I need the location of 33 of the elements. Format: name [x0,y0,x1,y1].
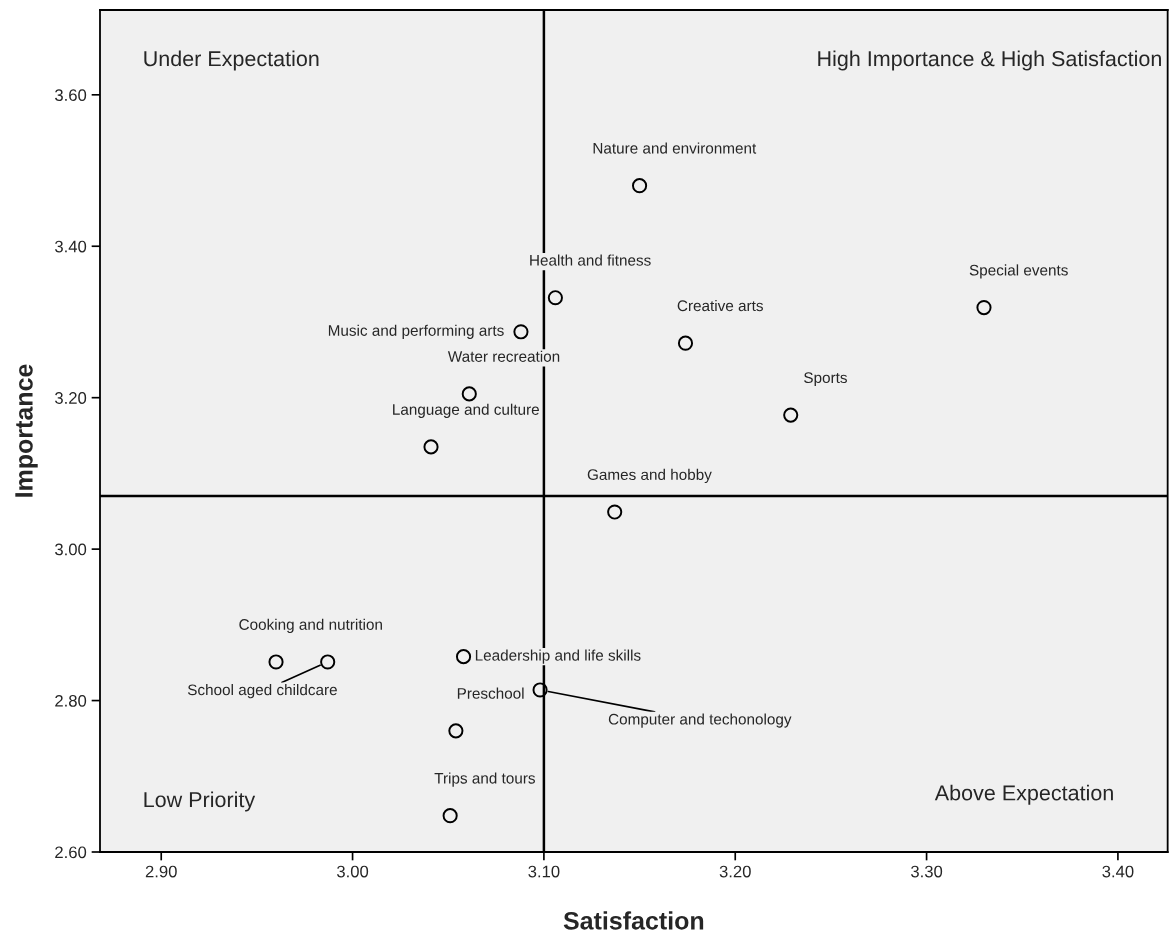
annotation: Nature and environment [593,142,757,154]
annotation: Low Priority [144,791,256,812]
annotation: High Importance & High Satisfaction [818,50,1161,71]
annotation: School aged childcare [187,683,337,699]
annotation: Sports [804,372,847,387]
annotation: Computer and techonology [608,713,792,728]
annotation: Preschool [457,687,524,699]
annotation: Cooking and nutrition [239,618,382,633]
annotation: Leadership and life skills [475,649,641,664]
y-tick-label: 2.80 [55,694,87,707]
annotation: Trips and tours [434,772,535,787]
annotation: Under Expectation [144,50,319,71]
x-tick-label: 3.40 [1102,865,1134,878]
annotation: Water recreation [447,350,560,362]
y-tick-label: 2.60 [55,846,87,859]
annotation: Special events [969,264,1068,279]
annotation: Health and fitness [530,254,651,266]
y-axis-title: Importance [15,364,38,497]
x-tick-label: 3.20 [719,865,751,878]
x-tick-label: 2.90 [145,865,177,878]
x-axis-title: Satisfaction [563,911,704,930]
annotation: Music and performing arts [328,324,504,339]
annotation: Creative arts [677,299,763,312]
x-tick-label: 3.10 [528,865,560,878]
y-tick-label: 3.20 [55,392,87,404]
annotation: Above Expectation [934,784,1113,805]
y-tick-label: 3.40 [55,240,87,253]
x-tick-label: 3.00 [336,865,369,878]
y-tick-label: 3.60 [55,89,87,102]
y-tick-label: 3.00 [55,543,87,556]
x-tick-label: 3.30 [910,865,943,878]
annotation: Language and culture [393,403,539,418]
annotation: Games and hobby [587,468,712,484]
